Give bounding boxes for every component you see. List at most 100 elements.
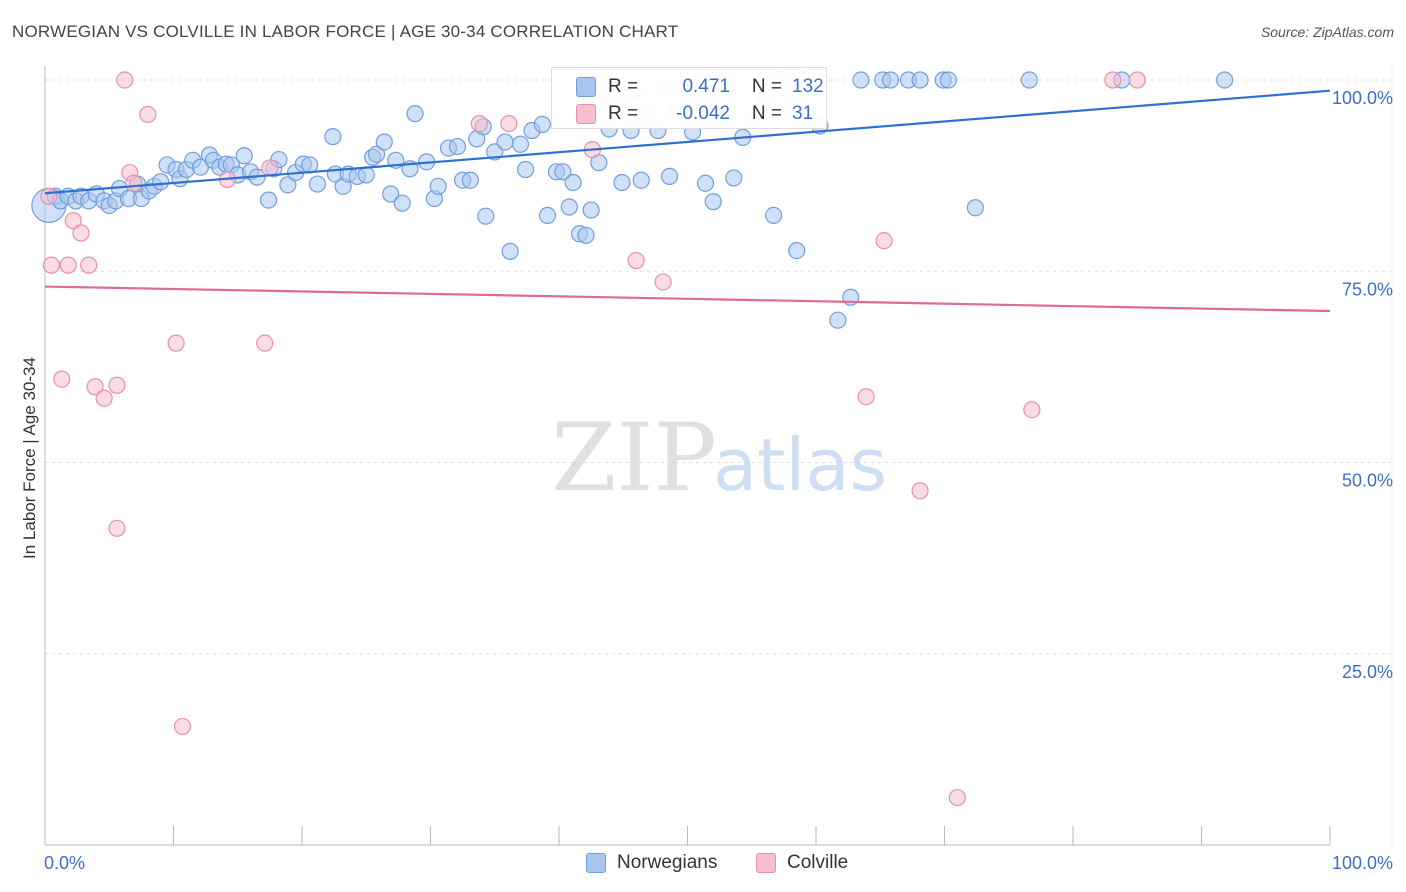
data-point [40, 187, 58, 205]
watermark-atlas: atlas [713, 423, 887, 507]
data-point [357, 166, 375, 184]
data-point [256, 334, 274, 352]
legend-row-colville: R = -0.042 N = 31 [576, 101, 813, 127]
data-point [259, 191, 278, 209]
data-point [939, 71, 957, 89]
legend-row-norwegians: R = 0.471 N = 132 [576, 74, 824, 100]
y-tick-label: 25.0% [1342, 662, 1393, 682]
data-point [948, 788, 966, 807]
data-point [857, 388, 875, 406]
data-point [152, 173, 170, 191]
data-point [108, 519, 126, 537]
legend-item-norwegians[interactable]: Norwegians [586, 852, 717, 874]
chart-title: NORWEGIAN VS COLVILLE IN LABOR FORCE | A… [12, 22, 679, 41]
axes [44, 66, 1393, 846]
data-point [59, 256, 77, 274]
legend-swatch-colville [756, 853, 776, 873]
data-point [696, 174, 715, 192]
data-point [852, 71, 870, 89]
data-point [80, 256, 98, 274]
data-point [533, 115, 551, 133]
y-tick-label: 75.0% [1342, 279, 1393, 299]
data-point [461, 171, 479, 189]
series-legend: Norwegians Colville [0, 852, 1406, 878]
data-point [95, 389, 113, 407]
legend-swatch-norwegians [576, 77, 596, 97]
data-point [406, 105, 424, 123]
data-point [125, 174, 143, 192]
source-credit: Source: ZipAtlas.com [1260, 24, 1394, 40]
data-point [429, 177, 447, 195]
data-point [538, 206, 557, 225]
data-point [582, 201, 600, 219]
data-point [704, 193, 722, 211]
legend-r-value: -0.042 [676, 103, 730, 124]
legend-swatch-colville [576, 104, 596, 124]
data-point [560, 198, 578, 216]
legend-item-colville[interactable]: Colville [756, 852, 848, 874]
legend-r-label: R = [608, 103, 639, 124]
data-point [788, 241, 806, 260]
trend-line-norwegians [44, 89, 1331, 195]
data-point [654, 273, 672, 291]
x-tick-label: 100.0% [1332, 853, 1393, 873]
data-point [116, 71, 134, 89]
legend-r-value: 0.471 [682, 76, 730, 97]
data-point [911, 71, 929, 89]
data-point [470, 115, 488, 133]
data-point [261, 159, 279, 177]
data-point [173, 717, 192, 736]
data-point [496, 133, 514, 151]
legend-label-colville: Colville [787, 852, 849, 873]
data-point [393, 194, 411, 212]
data-point [86, 378, 104, 396]
watermark: ZIP atlas [551, 404, 887, 513]
data-point [764, 206, 783, 225]
legend-swatch-norwegians [586, 853, 606, 873]
data-point [501, 242, 519, 260]
data-point [486, 143, 504, 161]
data-point [324, 128, 342, 146]
data-point [279, 176, 297, 194]
legend-label-norwegians: Norwegians [617, 852, 718, 873]
data-point [108, 376, 126, 394]
data-point [64, 212, 82, 230]
data-point [42, 256, 61, 274]
legend-n-value: 132 [792, 76, 824, 97]
data-point [1020, 71, 1038, 89]
data-point [375, 133, 393, 151]
data-point [448, 137, 467, 156]
data-point [660, 167, 679, 185]
y-tick-label: 100.0% [1332, 88, 1393, 108]
legend-n-label: N = [751, 103, 782, 124]
legend-n-label: N = [751, 76, 782, 97]
data-point [139, 105, 157, 124]
data-point [577, 226, 595, 244]
data-point [477, 207, 495, 225]
data-point [1104, 71, 1122, 89]
data-point [53, 370, 71, 388]
legend-r-label: R = [608, 76, 639, 97]
tick-labels: 100.0% 75.0% 50.0% 25.0% 0.0% 100.0% [44, 88, 1393, 873]
trend-line-colville [44, 285, 1331, 313]
data-point [564, 173, 582, 192]
data-point [511, 135, 530, 153]
x-tick-label: 0.0% [44, 853, 85, 873]
series-colville [40, 71, 1146, 807]
legend-n-value: 31 [792, 103, 814, 124]
data-point [301, 156, 319, 174]
data-point [382, 185, 400, 203]
data-point [167, 334, 185, 352]
data-point [613, 173, 631, 192]
trend-lines [44, 89, 1331, 313]
data-point [829, 311, 847, 329]
data-point [725, 169, 743, 187]
data-point [1128, 71, 1146, 89]
data-point [235, 147, 253, 165]
data-point [1216, 71, 1234, 89]
data-point [632, 171, 650, 189]
watermark-zip: ZIP [551, 404, 717, 513]
data-point [308, 175, 327, 193]
data-point [500, 115, 518, 133]
